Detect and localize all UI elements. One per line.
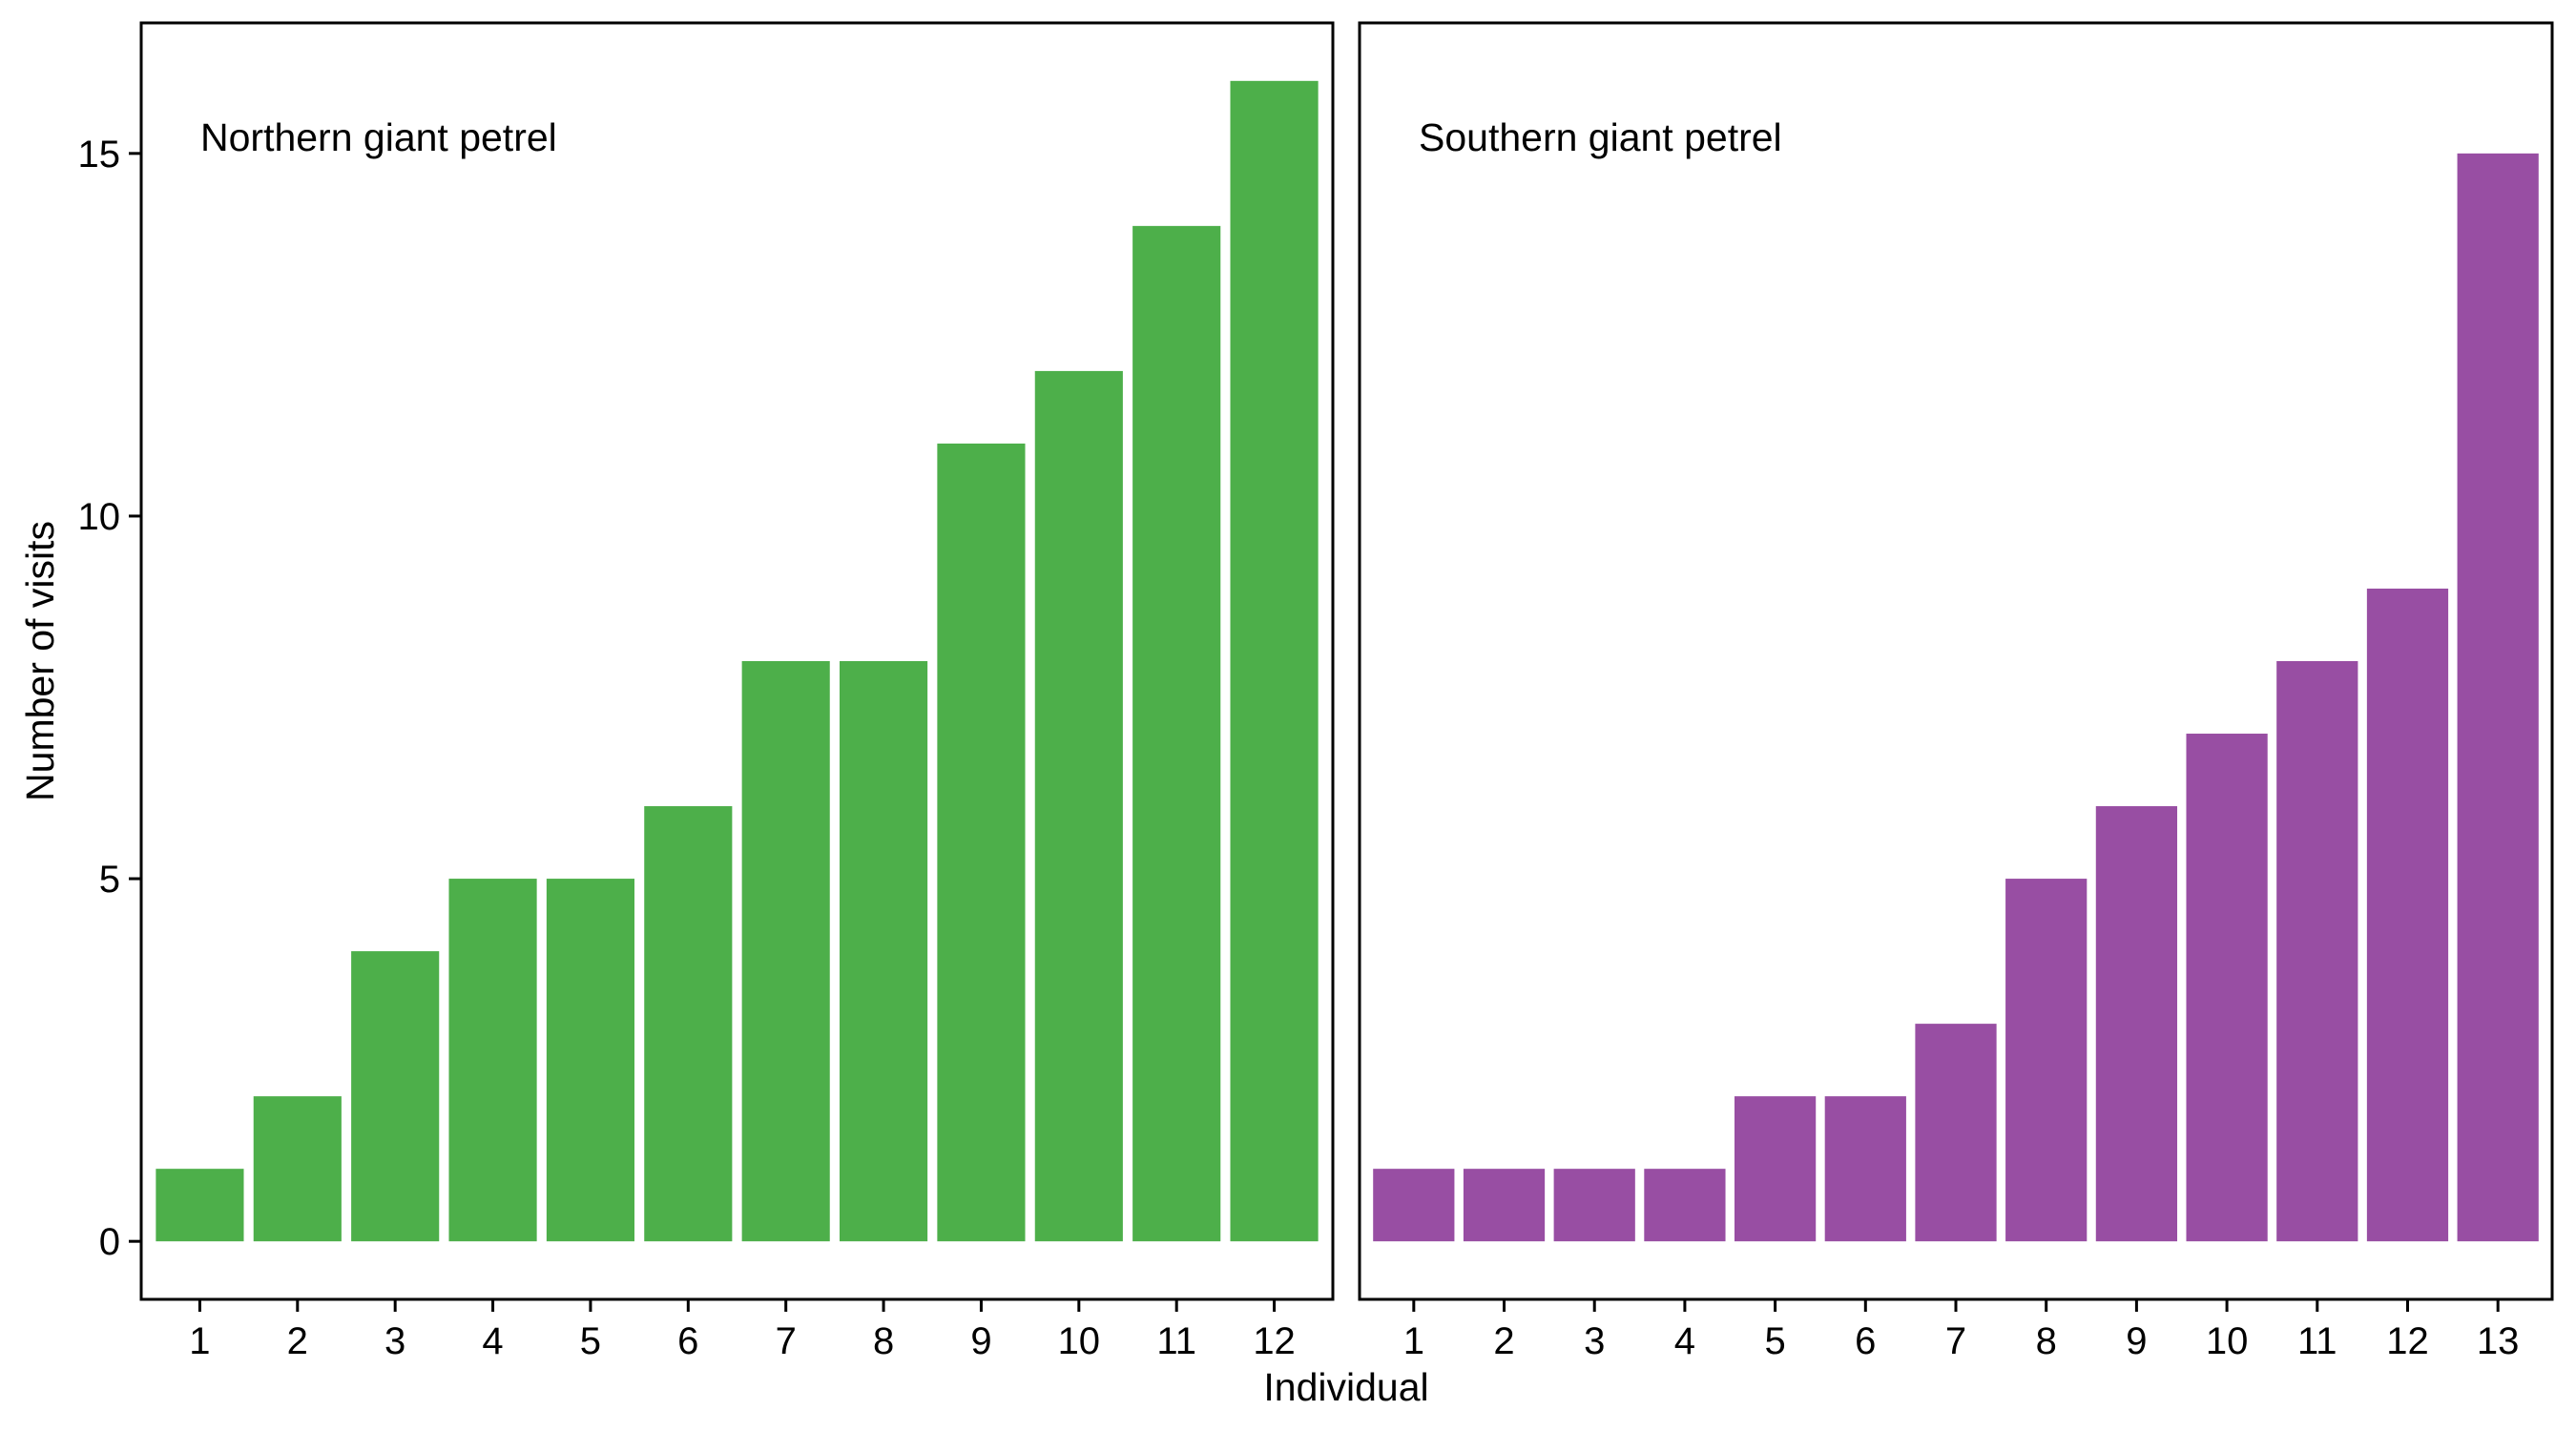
bar	[2095, 806, 2178, 1242]
y-axis: 0 5 10 15	[78, 134, 141, 1263]
bar	[1230, 80, 1319, 1242]
x-tick-label: 2	[1493, 1320, 1514, 1362]
x-tick-label: 8	[873, 1320, 894, 1362]
bar	[1034, 370, 1123, 1242]
x-tick-label: 10	[2206, 1320, 2249, 1362]
y-tick-label: 10	[78, 496, 121, 538]
bar	[1373, 1169, 1455, 1242]
x-tick-label: 6	[1855, 1320, 1876, 1362]
bar	[840, 661, 928, 1242]
bar	[1644, 1169, 1726, 1242]
bar	[1734, 1096, 1817, 1242]
bar	[156, 1169, 244, 1242]
x-tick-label: 7	[1945, 1320, 1966, 1362]
bar	[2276, 661, 2358, 1242]
bar	[1824, 1096, 1906, 1242]
bar	[1132, 225, 1221, 1242]
x-tick-label: 9	[2126, 1320, 2147, 1362]
y-tick-label: 5	[99, 859, 120, 901]
panel-border	[139, 21, 1335, 1301]
bar	[448, 879, 537, 1242]
bar	[1915, 1024, 1997, 1242]
x-tick-label: 5	[1764, 1320, 1785, 1362]
x-tick-label: 10	[1058, 1320, 1101, 1362]
bar	[2005, 879, 2088, 1242]
x-tick-label: 11	[2297, 1320, 2337, 1362]
bar	[1463, 1169, 1546, 1242]
x-tick-label: 3	[384, 1320, 405, 1362]
bar	[644, 806, 733, 1242]
x-tick-label: 1	[1403, 1320, 1424, 1362]
x-tick-label: 12	[1253, 1320, 1296, 1362]
bar	[351, 951, 440, 1242]
bar	[2186, 734, 2268, 1242]
x-tick-label: 4	[1674, 1320, 1695, 1362]
y-axis-title: Number of visits	[18, 521, 62, 801]
x-tick-label: 2	[287, 1320, 308, 1362]
x-tick-label: 1	[189, 1320, 210, 1362]
x-tick-label: 6	[677, 1320, 698, 1362]
bar	[2457, 153, 2539, 1242]
panel-label: Northern giant petrel	[200, 115, 557, 159]
x-tick-label: 7	[776, 1320, 797, 1362]
x-tick-label: 4	[482, 1320, 503, 1362]
x-axis-title: Individual	[1263, 1365, 1428, 1409]
y-tick-label: 15	[78, 134, 121, 176]
x-tick-label: 3	[1584, 1320, 1605, 1362]
x-tick-label: 11	[1156, 1320, 1196, 1362]
bar	[253, 1096, 342, 1242]
panel-label: Southern giant petrel	[1419, 115, 1782, 159]
bar	[1553, 1169, 1635, 1242]
x-tick-label: 8	[2036, 1320, 2057, 1362]
y-tick-label: 0	[99, 1221, 120, 1263]
x-tick-label: 12	[2386, 1320, 2429, 1362]
bar	[546, 879, 634, 1242]
x-tick-label: 13	[2477, 1320, 2520, 1362]
bar	[937, 443, 1026, 1242]
bar	[741, 661, 830, 1242]
bar	[2366, 588, 2449, 1242]
x-tick-label: 5	[580, 1320, 601, 1362]
x-tick-label: 9	[970, 1320, 991, 1362]
